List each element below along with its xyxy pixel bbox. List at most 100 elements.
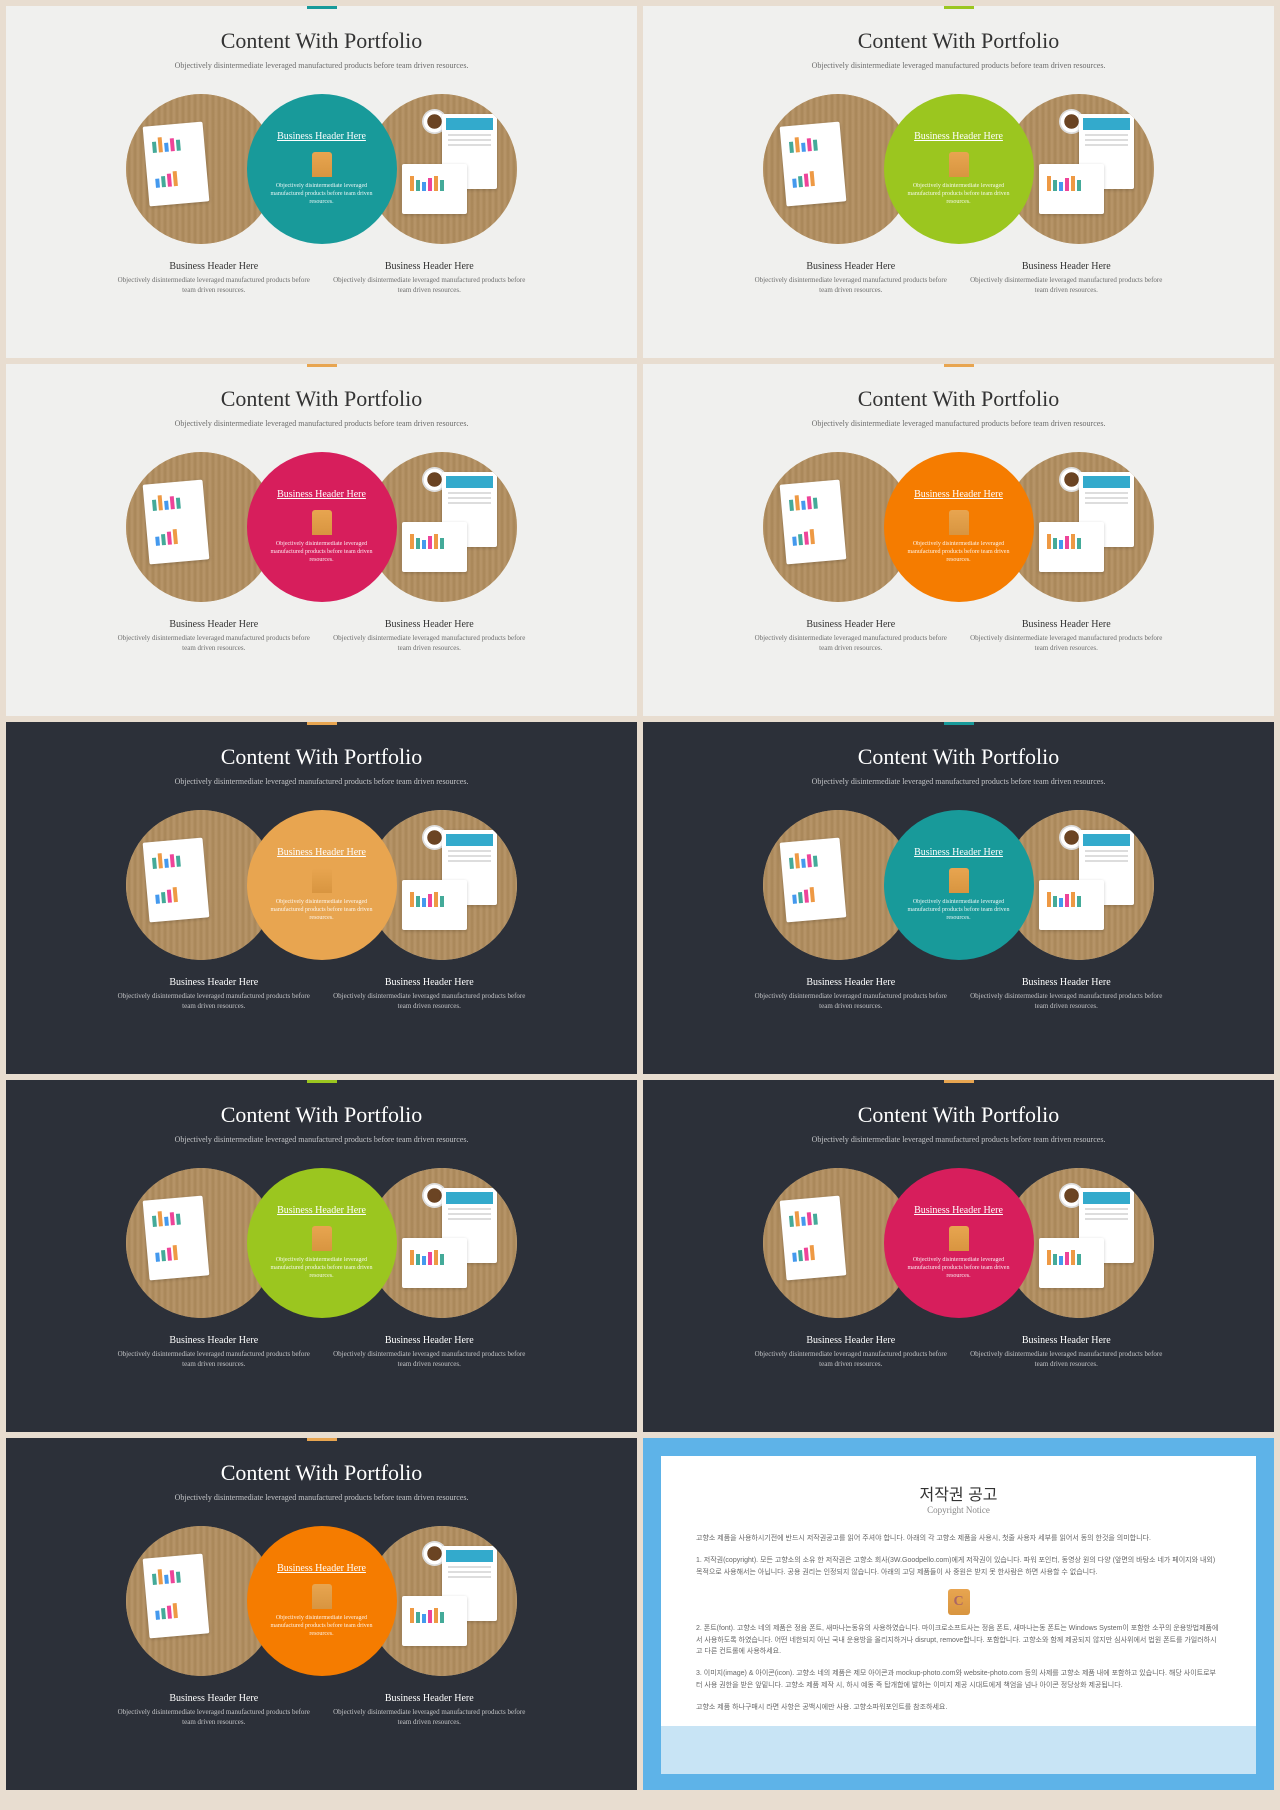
portfolio-slide-8: Content With Portfolio Objectively disin… <box>643 1080 1274 1432</box>
bottom-header: Business Header Here <box>332 1693 526 1704</box>
accent-bar <box>944 722 974 725</box>
center-header: Business Header Here <box>277 131 366 142</box>
copyright-p1: 고향소 제품을 사용하시기전에 반드시 저작권공고를 읽어 주셔야 합니다. 아… <box>696 1533 1221 1545</box>
center-body: Objectively disintermediate leveraged ma… <box>899 1257 1019 1280</box>
bottom-header: Business Header Here <box>969 1335 1163 1346</box>
center-icon <box>949 510 969 535</box>
bottom-header: Business Header Here <box>332 261 526 272</box>
circles-container: Business Header Here Objectively disinte… <box>6 447 637 607</box>
center-circle: Business Header Here Objectively disinte… <box>884 452 1034 602</box>
circles-container: Business Header Here Objectively disinte… <box>6 805 637 965</box>
circles-container: Business Header Here Objectively disinte… <box>6 89 637 249</box>
bottom-body: Objectively disintermediate leveraged ma… <box>332 1350 526 1370</box>
bottom-body: Objectively disintermediate leveraged ma… <box>117 1350 311 1370</box>
bottom-item-right: Business Header Here Objectively disinte… <box>332 619 526 654</box>
slide-title: Content With Portfolio <box>643 386 1274 412</box>
portfolio-slide-6: Content With Portfolio Objectively disin… <box>643 722 1274 1074</box>
center-icon <box>949 868 969 893</box>
bottom-header: Business Header Here <box>754 1335 948 1346</box>
center-icon <box>312 152 332 177</box>
portfolio-slide-9: Content With Portfolio Objectively disin… <box>6 1438 637 1790</box>
bottom-item-right: Business Header Here Objectively disinte… <box>332 1335 526 1370</box>
slide-subtitle: Objectively disintermediate leveraged ma… <box>643 1134 1274 1145</box>
center-body: Objectively disintermediate leveraged ma… <box>899 183 1019 206</box>
accent-bar <box>944 364 974 367</box>
copyright-p4: 3. 이미지(image) & 아이콘(icon). 고향소 네의 제품은 제모… <box>696 1668 1221 1692</box>
copyright-p2: 1. 저작권(copyright). 모든 고향소의 소유 한 저작권은 고향소… <box>696 1555 1221 1579</box>
center-icon <box>949 1226 969 1251</box>
center-header: Business Header Here <box>277 847 366 858</box>
bottom-header: Business Header Here <box>117 977 311 988</box>
center-header: Business Header Here <box>277 1205 366 1216</box>
slide-subtitle: Objectively disintermediate leveraged ma… <box>6 418 637 429</box>
center-icon <box>312 868 332 893</box>
center-body: Objectively disintermediate leveraged ma… <box>262 1257 382 1280</box>
bottom-body: Objectively disintermediate leveraged ma… <box>754 992 948 1012</box>
center-body: Objectively disintermediate leveraged ma… <box>262 541 382 564</box>
center-circle: Business Header Here Objectively disinte… <box>247 452 397 602</box>
slide-grid: Content With Portfolio Objectively disin… <box>0 0 1280 1796</box>
slide-subtitle: Objectively disintermediate leveraged ma… <box>6 776 637 787</box>
center-circle: Business Header Here Objectively disinte… <box>884 94 1034 244</box>
bottom-body: Objectively disintermediate leveraged ma… <box>117 276 311 296</box>
bottom-item-right: Business Header Here Objectively disinte… <box>969 619 1163 654</box>
portfolio-slide-5: Content With Portfolio Objectively disin… <box>6 722 637 1074</box>
copyright-title: 저작권 공고 <box>696 1481 1221 1505</box>
accent-bar <box>307 364 337 367</box>
bottom-body: Objectively disintermediate leveraged ma… <box>969 992 1163 1012</box>
accent-bar <box>944 6 974 9</box>
slide-title: Content With Portfolio <box>643 744 1274 770</box>
circles-container: Business Header Here Objectively disinte… <box>643 447 1274 607</box>
copyright-slide: 저작권 공고 Copyright Notice 고향소 제품을 사용하시기전에 … <box>643 1438 1274 1790</box>
copyright-panel: 저작권 공고 Copyright Notice 고향소 제품을 사용하시기전에 … <box>661 1456 1256 1726</box>
bottom-row: Business Header Here Objectively disinte… <box>6 1335 637 1370</box>
logo-icon: C <box>948 1589 970 1615</box>
bottom-item-right: Business Header Here Objectively disinte… <box>969 1335 1163 1370</box>
slide-subtitle: Objectively disintermediate leveraged ma… <box>643 60 1274 71</box>
accent-bar <box>307 722 337 725</box>
center-header: Business Header Here <box>914 847 1003 858</box>
slide-subtitle: Objectively disintermediate leveraged ma… <box>6 1492 637 1503</box>
bottom-header: Business Header Here <box>117 619 311 630</box>
bottom-item-left: Business Header Here Objectively disinte… <box>754 261 948 296</box>
circles-container: Business Header Here Objectively disinte… <box>6 1163 637 1323</box>
center-body: Objectively disintermediate leveraged ma… <box>899 899 1019 922</box>
circles-container: Business Header Here Objectively disinte… <box>643 1163 1274 1323</box>
bottom-body: Objectively disintermediate leveraged ma… <box>332 276 526 296</box>
bottom-body: Objectively disintermediate leveraged ma… <box>332 1708 526 1728</box>
slide-subtitle: Objectively disintermediate leveraged ma… <box>6 1134 637 1145</box>
portfolio-slide-3: Content With Portfolio Objectively disin… <box>6 364 637 716</box>
portfolio-slide-7: Content With Portfolio Objectively disin… <box>6 1080 637 1432</box>
center-body: Objectively disintermediate leveraged ma… <box>262 183 382 206</box>
bottom-body: Objectively disintermediate leveraged ma… <box>332 634 526 654</box>
bottom-body: Objectively disintermediate leveraged ma… <box>117 992 311 1012</box>
bottom-item-right: Business Header Here Objectively disinte… <box>969 261 1163 296</box>
accent-bar <box>307 1080 337 1083</box>
bottom-item-left: Business Header Here Objectively disinte… <box>754 619 948 654</box>
slide-subtitle: Objectively disintermediate leveraged ma… <box>643 776 1274 787</box>
bottom-body: Objectively disintermediate leveraged ma… <box>332 992 526 1012</box>
center-icon <box>949 152 969 177</box>
bottom-item-left: Business Header Here Objectively disinte… <box>117 1335 311 1370</box>
circles-container: Business Header Here Objectively disinte… <box>643 89 1274 249</box>
bottom-item-left: Business Header Here Objectively disinte… <box>117 261 311 296</box>
center-icon <box>312 510 332 535</box>
bottom-header: Business Header Here <box>117 261 311 272</box>
bottom-header: Business Header Here <box>754 619 948 630</box>
bottom-header: Business Header Here <box>754 261 948 272</box>
portfolio-slide-2: Content With Portfolio Objectively disin… <box>643 6 1274 358</box>
bottom-row: Business Header Here Objectively disinte… <box>6 261 637 296</box>
bottom-header: Business Header Here <box>332 619 526 630</box>
bottom-row: Business Header Here Objectively disinte… <box>643 977 1274 1012</box>
slide-title: Content With Portfolio <box>6 386 637 412</box>
bottom-header: Business Header Here <box>332 977 526 988</box>
copyright-lower-bar <box>661 1726 1256 1774</box>
center-body: Objectively disintermediate leveraged ma… <box>262 899 382 922</box>
bottom-item-left: Business Header Here Objectively disinte… <box>117 977 311 1012</box>
bottom-row: Business Header Here Objectively disinte… <box>6 977 637 1012</box>
center-icon <box>312 1584 332 1609</box>
portfolio-slide-1: Content With Portfolio Objectively disin… <box>6 6 637 358</box>
bottom-item-right: Business Header Here Objectively disinte… <box>332 977 526 1012</box>
center-circle: Business Header Here Objectively disinte… <box>247 810 397 960</box>
slide-title: Content With Portfolio <box>6 1102 637 1128</box>
